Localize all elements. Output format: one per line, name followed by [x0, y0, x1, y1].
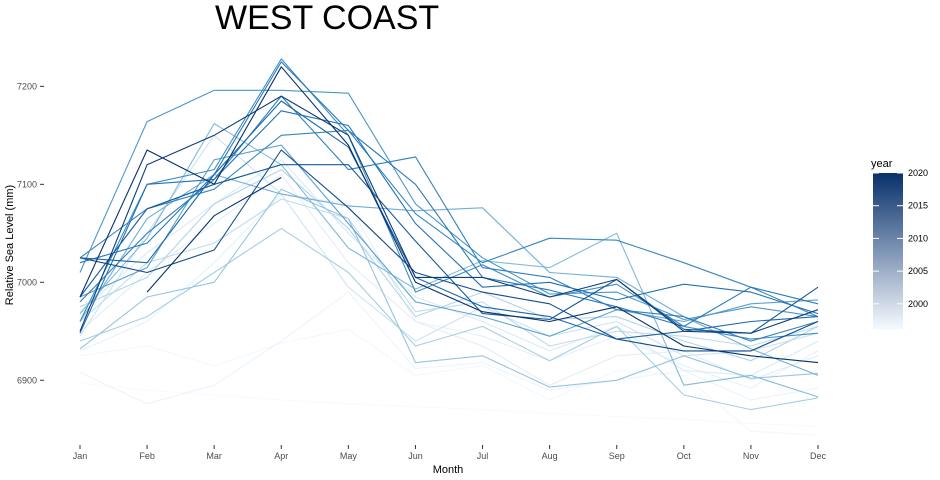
series-line-2005 — [79, 227, 819, 411]
series-line-2019 — [79, 95, 819, 334]
y-tick-label: 7200 — [17, 81, 37, 91]
series-line-2002 — [79, 134, 819, 357]
x-tick-label: Dec — [810, 451, 827, 461]
x-tick-label: Jan — [73, 451, 88, 461]
series-line-2014 — [79, 61, 819, 327]
x-tick-label: Aug — [542, 451, 558, 461]
chart-title: WEST COAST — [215, 0, 439, 37]
y-tick-label: 7000 — [17, 277, 37, 287]
legend-colorbar — [873, 173, 903, 330]
x-tick-label: Apr — [274, 451, 288, 461]
series-lines — [79, 58, 819, 436]
series-line-2011 — [79, 58, 819, 340]
series-line-2001 — [79, 159, 819, 376]
series-line-2006 — [79, 188, 819, 388]
x-tick-label: May — [340, 451, 358, 461]
series-line-2012 — [79, 129, 819, 318]
series-line-1998 — [79, 291, 819, 405]
legend-tick-label: 2015 — [908, 201, 928, 211]
series-line-2020 — [79, 66, 819, 364]
series-line-1997 — [79, 328, 819, 436]
series-line-2018 — [79, 149, 819, 352]
series-line-2016 — [79, 100, 819, 340]
series-line-1996 — [79, 382, 819, 427]
series-line-2000 — [79, 173, 819, 386]
legend-tick-label: 2005 — [908, 266, 928, 276]
series-line-2003 — [79, 198, 819, 347]
x-tick-label: Feb — [139, 451, 155, 461]
legend-tick-label: 2000 — [908, 299, 928, 309]
legend-ticks: 2000 2005 2010 2015 2020 — [873, 168, 928, 309]
series-line-2021 — [146, 177, 282, 293]
series-line-2008 — [79, 173, 819, 376]
x-tick-label: Nov — [743, 451, 760, 461]
series-line-1999 — [79, 193, 819, 389]
x-tick-label: Jul — [477, 451, 489, 461]
x-tick-label: Sep — [609, 451, 625, 461]
y-axis: 6900 7000 7100 7200 — [17, 81, 44, 385]
legend: year 2000 2005 2010 2015 2020 — [871, 158, 928, 330]
series-line-2004 — [79, 169, 819, 362]
x-tick-label: Mar — [206, 451, 222, 461]
x-axis-label: Month — [433, 464, 464, 476]
y-tick-label: 6900 — [17, 375, 37, 385]
x-tick-label: Jun — [408, 451, 423, 461]
legend-tick-label: 2020 — [908, 168, 928, 178]
series-line-2015 — [79, 110, 819, 334]
y-tick-label: 7100 — [17, 179, 37, 189]
series-line-2007 — [79, 123, 819, 398]
x-axis: Jan Feb Mar Apr May Jun Jul Aug Sep Oct Nov Dec — [73, 445, 827, 461]
x-tick-label: Oct — [677, 451, 692, 461]
legend-tick-label: 2010 — [908, 233, 928, 243]
y-axis-label: Relative Sea Level (mm) — [4, 185, 16, 305]
series-line-2009 — [79, 144, 819, 337]
legend-title: year — [871, 158, 893, 170]
